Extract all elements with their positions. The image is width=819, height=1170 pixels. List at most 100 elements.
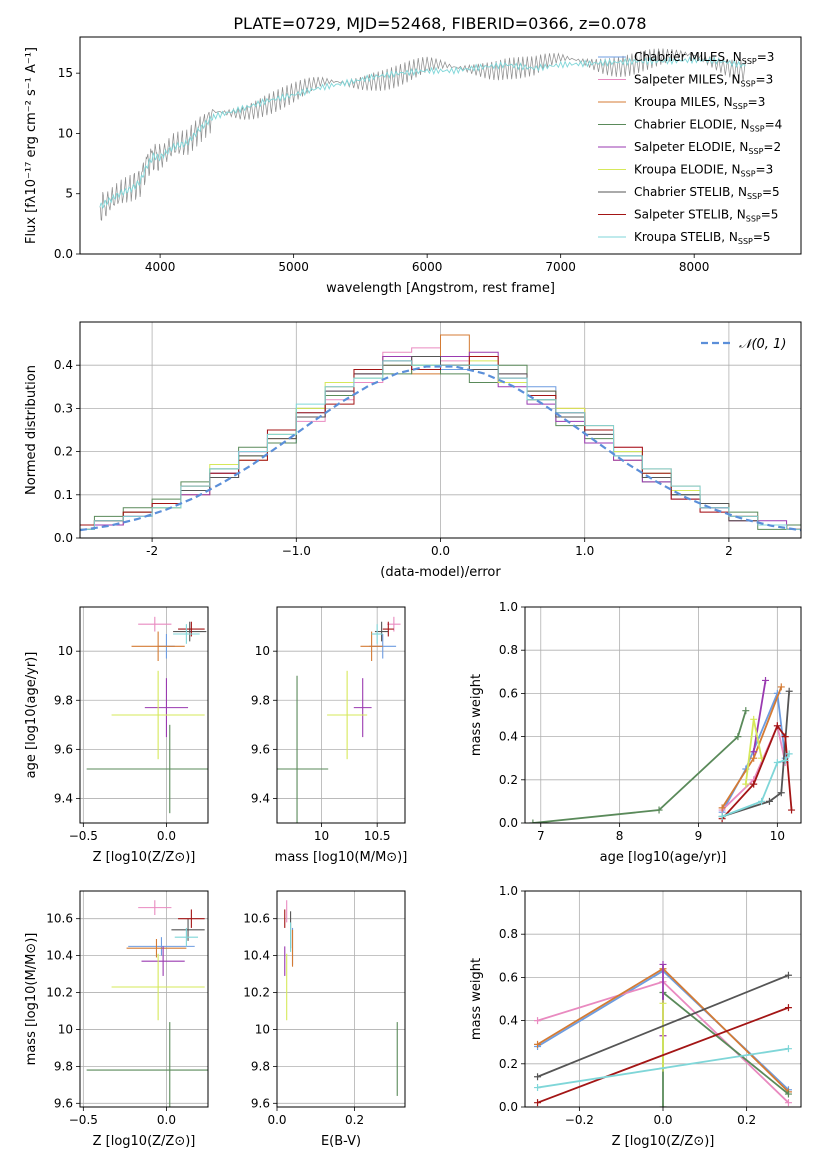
legend-label: Kroupa MILES, NSSP=3 [634,95,765,111]
y-tick-label: 9.6 [251,1096,270,1110]
weight-marker [659,960,667,968]
x-tick-label: 9 [695,829,703,843]
weight-marker [529,819,537,823]
y-tick-label: 0.6 [499,686,518,700]
x-tick-label: −0.2 [565,1113,594,1127]
weight-marker [784,1045,792,1053]
y-tick-label: 9.6 [54,1096,73,1110]
x-axis-label: age [log10(age/yr)] [600,850,727,865]
y-tick-label: 9.8 [251,1059,270,1073]
axes-frame [79,36,802,255]
histogram-Chabrier STELIB [80,356,801,530]
panel-age-vs-mass: 10 10.5 9.4 9.6 9.8 10 mass [log10(M/M⊙)] [251,606,407,865]
y-tick-label: 10.6 [243,912,270,926]
y-tick-label: 0.2 [499,1057,518,1071]
x-axis-label: (data-model)/error [380,565,501,580]
weight-marker [750,754,758,762]
weight-marker [784,971,792,979]
plot-area [534,960,792,1107]
y-tick-label: 10 [58,644,73,658]
x-tick-label: 5000 [278,260,309,274]
y-tick-label: 10.4 [46,949,73,963]
y-tick-label: 10.2 [46,986,73,1000]
y-tick-label: 10.4 [243,949,270,963]
x-tick-label: 8000 [679,260,710,274]
weight-marker [750,780,758,788]
y-tick-label: 9.6 [54,742,73,756]
axes-frame [79,606,209,824]
plot-area [86,900,208,1107]
weight-marker [781,756,789,764]
y-tick-label: 10 [255,1022,270,1036]
weight-marker [718,813,726,821]
legend-label: Salpeter ELODIE, NSSP=2 [634,140,781,156]
x-tick-label: 1.0 [575,544,594,558]
legend-label: Salpeter MILES, NSSP=3 [634,73,773,89]
x-tick-label: 0.2 [737,1113,756,1127]
y-tick-label: 9.8 [251,693,270,707]
x-axis-label: E(B-V) [321,1134,361,1149]
x-axis-label: Z [log10(Z/Z⊙)] [612,1134,715,1149]
weight-marker [534,1040,542,1048]
weight-marker [784,1099,792,1107]
y-tick-label: 0.4 [499,730,518,744]
x-axis-label: wavelength [Angstrom, rest frame] [326,281,555,296]
panel-mass-weight-vs-age: 7 8 9 10 0.0 0.2 0.4 0.6 0.8 1.0 age [log10(age/yr… [469,600,802,865]
y-tick-label: 0.0 [499,816,518,830]
y-tick-label: 0.1 [54,488,73,502]
axes-frame [276,606,406,824]
y-tick-label: 0.2 [54,445,73,459]
weight-marker [762,676,770,684]
histogram-Kroupa STELIB [80,360,801,530]
axes-frame [79,321,802,539]
y-tick-label: 1.0 [499,600,518,614]
y-axis-label: Normed distribution [24,365,39,495]
y-tick-label: 9.4 [54,791,73,805]
y-tick-label: 9.8 [54,693,73,707]
weight-marker [742,707,750,715]
weight-line-Kroupa STELIB [537,1047,789,1089]
weight-line-Chabrier ELODIE [662,990,790,1107]
spectrum-model [99,55,746,209]
plot-area [284,900,398,1096]
weight-line-Chabrier ELODIE [532,710,747,823]
weight-marker [777,683,785,691]
x-tick-label: 7000 [545,260,576,274]
weight-marker [785,687,793,695]
panel-age-vs-Z: −0.5 0.0 9.4 9.6 9.8 10 Z [log10(Z/Z⊙)] age [lo… [24,606,209,865]
x-tick-label: 0.0 [653,1113,672,1127]
weight-marker [734,733,742,741]
plot-area [529,676,796,823]
y-tick-label: 0.3 [54,401,73,415]
panel-mass-vs-Z: −0.5 0.0 9.6 9.8 10 10.2 10.4 10.6 Z [log10(Z/Z⊙… [24,890,209,1149]
axes-frame [524,606,802,824]
spectrum-data [99,48,746,221]
weight-marker [773,722,781,730]
legend-label: Salpeter STELIB, NSSP=5 [634,208,778,224]
y-tick-label: 10 [58,126,73,140]
plot-area [80,334,801,532]
panel-mass-vs-EBV: 0.0 0.2 9.6 9.8 10 10.2 10.4 10.6 E(B-V) [243,890,406,1149]
y-tick-label: 10.6 [46,912,73,926]
weight-marker [773,759,781,767]
x-tick-label: 7 [537,829,545,843]
y-tick-label: 10.2 [243,986,270,1000]
x-tick-label: 0.0 [431,544,450,558]
weight-line-Salpeter ELODIE [752,680,767,752]
y-tick-label: 0.0 [54,247,73,261]
weight-marker [742,780,750,788]
y-tick-label: 0.4 [54,358,73,372]
x-tick-label: 10.5 [364,829,391,843]
x-tick-label: 10 [770,829,785,843]
legend-label: Chabrier STELIB, NSSP=5 [634,185,780,201]
x-tick-label: 0.0 [267,1113,286,1127]
weight-marker [784,1090,792,1098]
y-tick-label: 9.6 [251,742,270,756]
x-tick-label: 2 [725,544,733,558]
y-tick-label: 0.4 [499,1014,518,1028]
weight-marker [765,797,773,805]
weight-marker [788,806,796,814]
legend-label: Chabrier MILES, NSSP=3 [634,50,774,66]
x-tick-label: −1.0 [282,544,311,558]
panel-residual-histogram: -2 −1.0 0.0 1.0 2 0.0 0.1 0.2 0.3 0.4 (data-model)… [24,321,802,580]
